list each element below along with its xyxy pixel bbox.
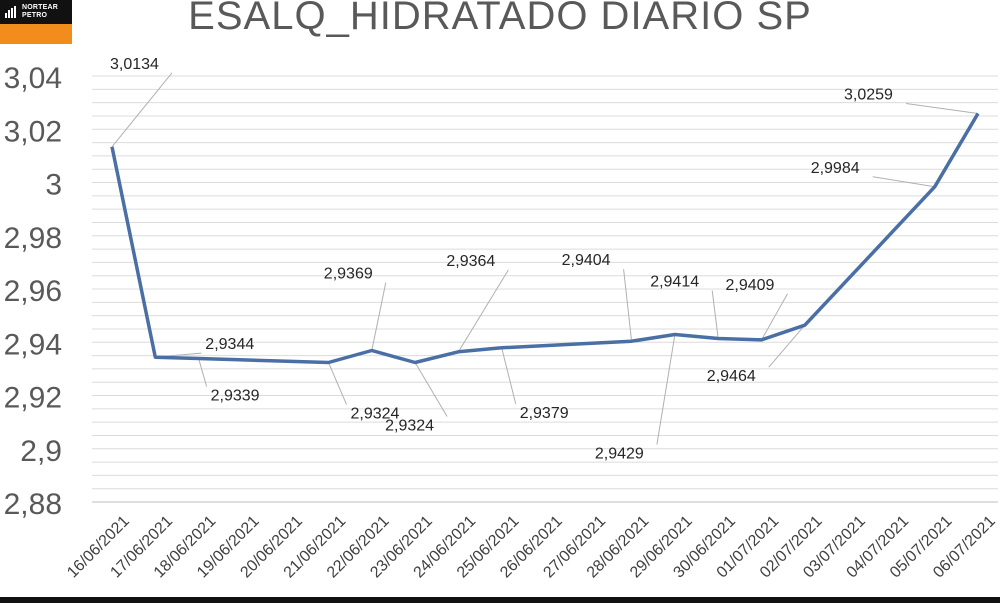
logo-bars-icon xyxy=(5,6,19,18)
data-label: 2,9364 xyxy=(446,253,495,270)
leader-line xyxy=(761,293,788,341)
series-line xyxy=(110,112,980,365)
leader-line xyxy=(905,103,979,115)
data-label: 2,9409 xyxy=(726,277,775,294)
gridlines xyxy=(92,75,998,503)
y-tick-label: 3 xyxy=(45,169,62,202)
data-label: 2,9324 xyxy=(385,417,434,434)
data-label: 2,9414 xyxy=(650,274,699,291)
leader-line xyxy=(768,324,806,368)
logo-line-2: PETRO xyxy=(22,12,48,19)
leader-line xyxy=(328,362,347,405)
leader-line xyxy=(198,358,208,387)
logo-line-1: NORTEAR xyxy=(22,4,59,11)
y-tick-label: 3,04 xyxy=(4,62,62,95)
data-labels: 3,0134 2,9344 2,9339 2,9324 2,9369 2,9324 2,93… xyxy=(110,56,893,463)
data-label: 2,9369 xyxy=(324,266,373,283)
data-label: 2,9324 xyxy=(351,405,400,422)
logo: NORTEAR PETRO xyxy=(0,0,72,44)
y-tick-label: 2,98 xyxy=(4,222,62,255)
leader-line xyxy=(457,269,509,353)
y-tick-label: 2,88 xyxy=(4,488,62,521)
leader-line xyxy=(501,347,517,404)
leader-line xyxy=(872,176,935,188)
data-label: 2,9404 xyxy=(562,252,611,269)
logo-top: NORTEAR PETRO xyxy=(0,0,72,24)
y-tick-label: 2,94 xyxy=(4,328,62,361)
data-label: 2,9464 xyxy=(707,368,756,385)
data-label: 2,9429 xyxy=(595,446,644,463)
y-tick-labels: 2,88 2,9 2,92 2,94 2,96 2,98 3 3,02 3,04 xyxy=(4,62,62,521)
leader-line xyxy=(111,72,173,148)
y-tick-label: 2,9 xyxy=(20,435,62,468)
data-label: 2,9344 xyxy=(205,336,254,353)
bottom-band xyxy=(0,597,1000,603)
logo-text: NORTEAR PETRO xyxy=(22,4,58,20)
data-label: 3,0259 xyxy=(844,87,893,104)
leader-line xyxy=(711,290,719,339)
data-label: 3,0134 xyxy=(110,56,159,73)
x-tick-labels: 16/06/202117/06/202118/06/202119/06/2021… xyxy=(64,513,999,582)
logo-accent xyxy=(0,24,72,44)
leader-line xyxy=(623,269,633,342)
leader-line xyxy=(414,362,448,417)
chart-title: ESALQ_HIDRATADO DIARIO SP xyxy=(188,0,812,38)
data-label: 2,9339 xyxy=(211,387,260,404)
y-tick-label: 3,02 xyxy=(4,115,62,148)
leader-line xyxy=(371,282,387,351)
label-leader-lines xyxy=(111,72,979,445)
y-tick-label: 2,92 xyxy=(4,382,62,415)
data-label: 2,9984 xyxy=(811,160,860,177)
leader-line xyxy=(656,334,676,445)
data-label: 2,9379 xyxy=(520,405,569,422)
y-tick-label: 2,96 xyxy=(4,275,62,308)
